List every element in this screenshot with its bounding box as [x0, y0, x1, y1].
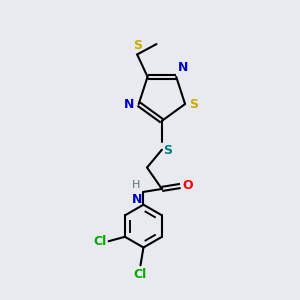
Text: Cl: Cl [134, 268, 147, 281]
Text: N: N [178, 61, 188, 74]
Text: N: N [132, 194, 142, 206]
Text: Cl: Cl [93, 235, 106, 248]
Text: N: N [124, 98, 134, 110]
Text: S: S [133, 39, 142, 52]
Text: S: S [164, 144, 172, 157]
Text: H: H [132, 180, 140, 190]
Text: O: O [183, 179, 193, 193]
Text: S: S [190, 98, 199, 110]
